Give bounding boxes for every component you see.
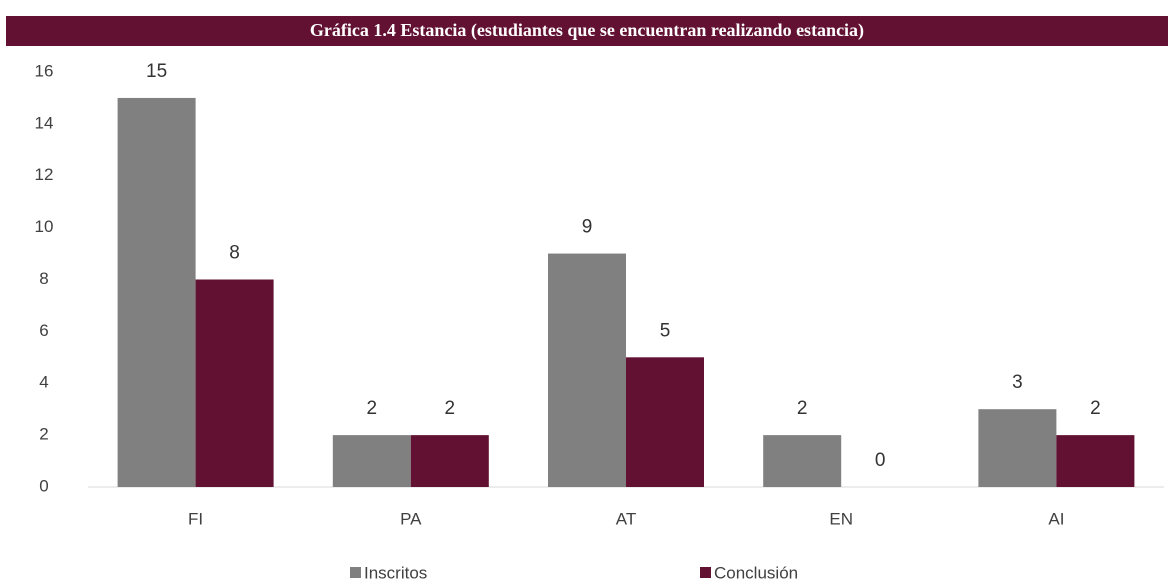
bar — [1056, 435, 1135, 487]
title-banner — [6, 16, 1168, 46]
data-label: 15 — [146, 61, 167, 82]
data-label: 5 — [660, 320, 671, 341]
data-label: 2 — [367, 398, 378, 419]
legend-swatch — [700, 567, 711, 578]
bar — [332, 435, 411, 487]
y-tick-label: 8 — [39, 269, 48, 288]
bar — [548, 253, 626, 487]
data-label: 0 — [875, 450, 886, 471]
y-tick-label: 10 — [35, 217, 54, 236]
bar — [978, 409, 1057, 487]
bar — [763, 435, 842, 487]
data-label: 9 — [582, 217, 593, 238]
y-tick-label: 4 — [39, 373, 48, 392]
y-tick-label: 16 — [35, 61, 54, 80]
y-tick-label: 0 — [39, 476, 48, 495]
chart-title: Gráfica 1.4 Estancia (estudiantes que se… — [310, 20, 864, 41]
x-tick-label: AT — [616, 509, 636, 528]
x-tick-label: EN — [829, 509, 853, 528]
data-label: 2 — [797, 398, 808, 419]
x-tick-label: FI — [188, 509, 203, 528]
x-tick-label: PA — [400, 509, 422, 528]
x-tick-label: AI — [1048, 509, 1064, 528]
data-label: 2 — [1090, 398, 1101, 419]
y-tick-label: 2 — [39, 425, 48, 444]
legend-label: Inscritos — [364, 563, 427, 582]
y-tick-label: 12 — [35, 165, 54, 184]
data-label: 8 — [229, 243, 240, 264]
legend-swatch — [350, 567, 361, 578]
data-label: 3 — [1012, 372, 1023, 393]
bar — [626, 357, 704, 487]
legend-label: Conclusión — [714, 563, 798, 582]
bar — [117, 97, 196, 487]
bar — [410, 435, 489, 487]
y-tick-label: 14 — [35, 113, 54, 132]
bar — [195, 279, 274, 487]
y-tick-label: 6 — [39, 321, 48, 340]
data-label: 2 — [445, 398, 456, 419]
